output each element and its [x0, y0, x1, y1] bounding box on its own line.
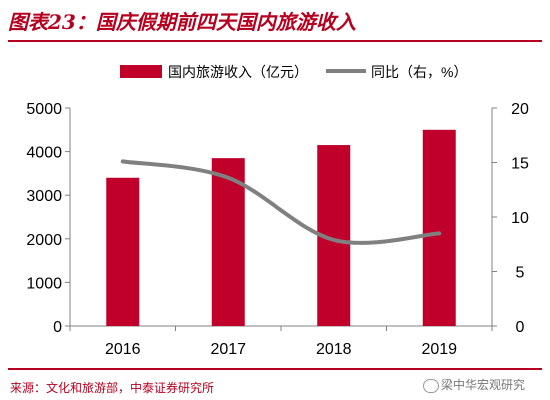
y-left-tick-label: 5000	[26, 101, 62, 118]
y-left-tick-label: 0	[53, 319, 62, 336]
watermark-text: 梁中华宏观研究	[441, 378, 526, 392]
legend-bar-label: 国内旅游收入（亿元）	[168, 64, 308, 80]
y-right-tick-label: 15	[511, 156, 529, 173]
yoy-line	[120, 159, 442, 245]
bar-2019	[422, 129, 456, 326]
x-tick-label: 2018	[316, 341, 352, 358]
footer-divider	[8, 368, 542, 370]
legend: 国内旅游收入（亿元） 同比（右，%）	[120, 64, 467, 80]
legend-line-label: 同比（右，%）	[371, 64, 467, 80]
bar-2016	[106, 177, 140, 326]
bar-2017	[211, 158, 245, 326]
watermark: 梁中华宏观研究	[423, 376, 525, 393]
y-right-tick-label: 5	[516, 265, 525, 282]
x-tick-label: 2017	[210, 341, 246, 358]
chart-title: 图表23：国庆假期前四天国内旅游收入	[8, 10, 356, 34]
x-tick-label: 2019	[421, 341, 457, 358]
legend-bar-swatch	[120, 65, 162, 78]
y-left-tick-label: 1000	[26, 275, 62, 292]
x-tick-label: 2016	[105, 341, 141, 358]
wechat-icon	[423, 378, 439, 393]
y-left-tick-label: 3000	[26, 188, 62, 205]
y-right-tick-label: 10	[511, 210, 529, 227]
title-divider	[8, 40, 542, 42]
y-left-tick-label: 2000	[26, 232, 62, 249]
source-note: 来源：文化和旅游部，中泰证券研究所	[10, 381, 215, 395]
y-left-tick-label: 4000	[26, 145, 62, 162]
y-right-tick-label: 0	[516, 319, 525, 336]
y-right-tick-label: 20	[511, 101, 529, 118]
